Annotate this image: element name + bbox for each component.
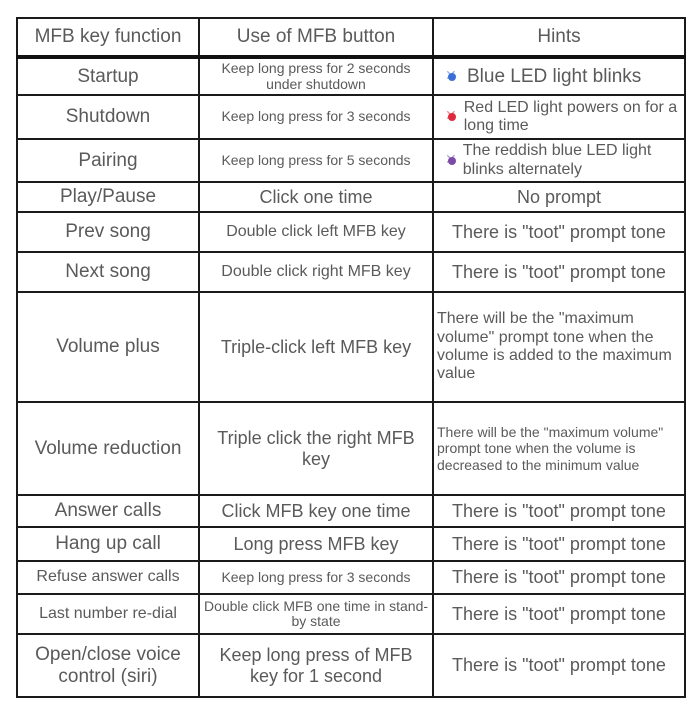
use-cell: Click one time [198,181,434,213]
table-row: Volume plus Triple-click left MFB key Ther… [16,291,686,403]
use-cell: Keep long press of MFB key for 1 second [198,633,434,698]
function-cell: Refuse answer calls [16,560,200,595]
hint-cell: There is "toot" prompt tone [432,560,686,595]
use-cell: Keep long press for 2 seconds under shut… [198,56,434,96]
use-cell: Double click left MFB key [198,211,434,253]
table-row: Volume reduction Triple click the right M… [16,401,686,496]
hint-cell: There is "toot" prompt tone [432,494,686,528]
hint-cell: There is "toot" prompt tone [432,526,686,562]
use-cell: Keep long press for 3 seconds [198,560,434,595]
red-blue-led-icon [445,151,456,168]
function-cell: Answer calls [16,494,200,528]
function-cell: Open/close voice control (siri) [16,633,200,698]
table-row: Prev song Double click left MFB key There … [16,211,686,253]
function-cell: Startup [16,56,200,96]
function-cell: Last number re-dial [16,593,200,635]
use-cell: Double click MFB one time in stand-by st… [198,593,434,635]
mfb-function-table: MFB key function Use of MFB button Hints… [16,17,686,698]
hint-cell: No prompt [432,181,686,213]
use-cell: Triple click the right MFB key [198,401,434,496]
hint-cell: There is "toot" prompt tone [432,251,686,293]
hint-cell: There will be the "maximum volume" promp… [432,401,686,496]
table-row: Play/Pause Click one time No prompt [16,181,686,213]
table-row: Last number re-dial Double click MFB one … [16,593,686,635]
function-cell: Play/Pause [16,181,200,213]
use-cell: Click MFB key one time [198,494,434,528]
use-cell: Keep long press for 3 seconds [198,94,434,140]
table-row: Hang up call Long press MFB key There is "… [16,526,686,562]
use-cell: Triple-click left MFB key [198,291,434,403]
hint-cell: There is "toot" prompt tone [432,593,686,635]
function-cell: Pairing [16,138,200,183]
header-use: Use of MFB button [198,17,434,58]
header-hints: Hints [432,17,686,58]
hint-cell: Red LED light powers on for a long time [432,94,686,140]
table-row: Answer calls Click MFB key one time There … [16,494,686,528]
function-cell: Prev song [16,211,200,253]
hint-text: Red LED light powers on for a long time [463,98,678,134]
table-row: Refuse answer calls Keep long press for 3… [16,560,686,595]
table-row: Open/close voice control (siri) Keep long… [16,633,686,698]
blue-led-icon [445,67,459,84]
hint-text: The reddish blue LED light blinks altern… [462,142,652,178]
hint-cell: Blue LED light blinks [432,56,686,96]
hint-cell: There will be the "maximum volume" promp… [432,291,686,403]
red-led-icon [445,107,456,124]
header-row: MFB key function Use of MFB button Hints [16,17,686,58]
use-cell: Double click right MFB key [198,251,434,293]
function-cell: Shutdown [16,94,200,140]
function-cell: Hang up call [16,526,200,562]
function-cell: Next song [16,251,200,293]
use-cell: Long press MFB key [198,526,434,562]
hint-cell: There is "toot" prompt tone [432,211,686,253]
hint-cell: The reddish blue LED light blinks altern… [432,138,686,183]
hint-text: Blue LED light blinks [467,65,642,87]
table-row: Startup Keep long press for 2 seconds und… [16,56,686,96]
hint-cell: There is "toot" prompt tone [432,633,686,698]
use-cell: Keep long press for 5 seconds [198,138,434,183]
header-function: MFB key function [16,17,200,58]
function-cell: Volume plus [16,291,200,403]
table-row: Next song Double click right MFB key There… [16,251,686,293]
function-cell: Volume reduction [16,401,200,496]
